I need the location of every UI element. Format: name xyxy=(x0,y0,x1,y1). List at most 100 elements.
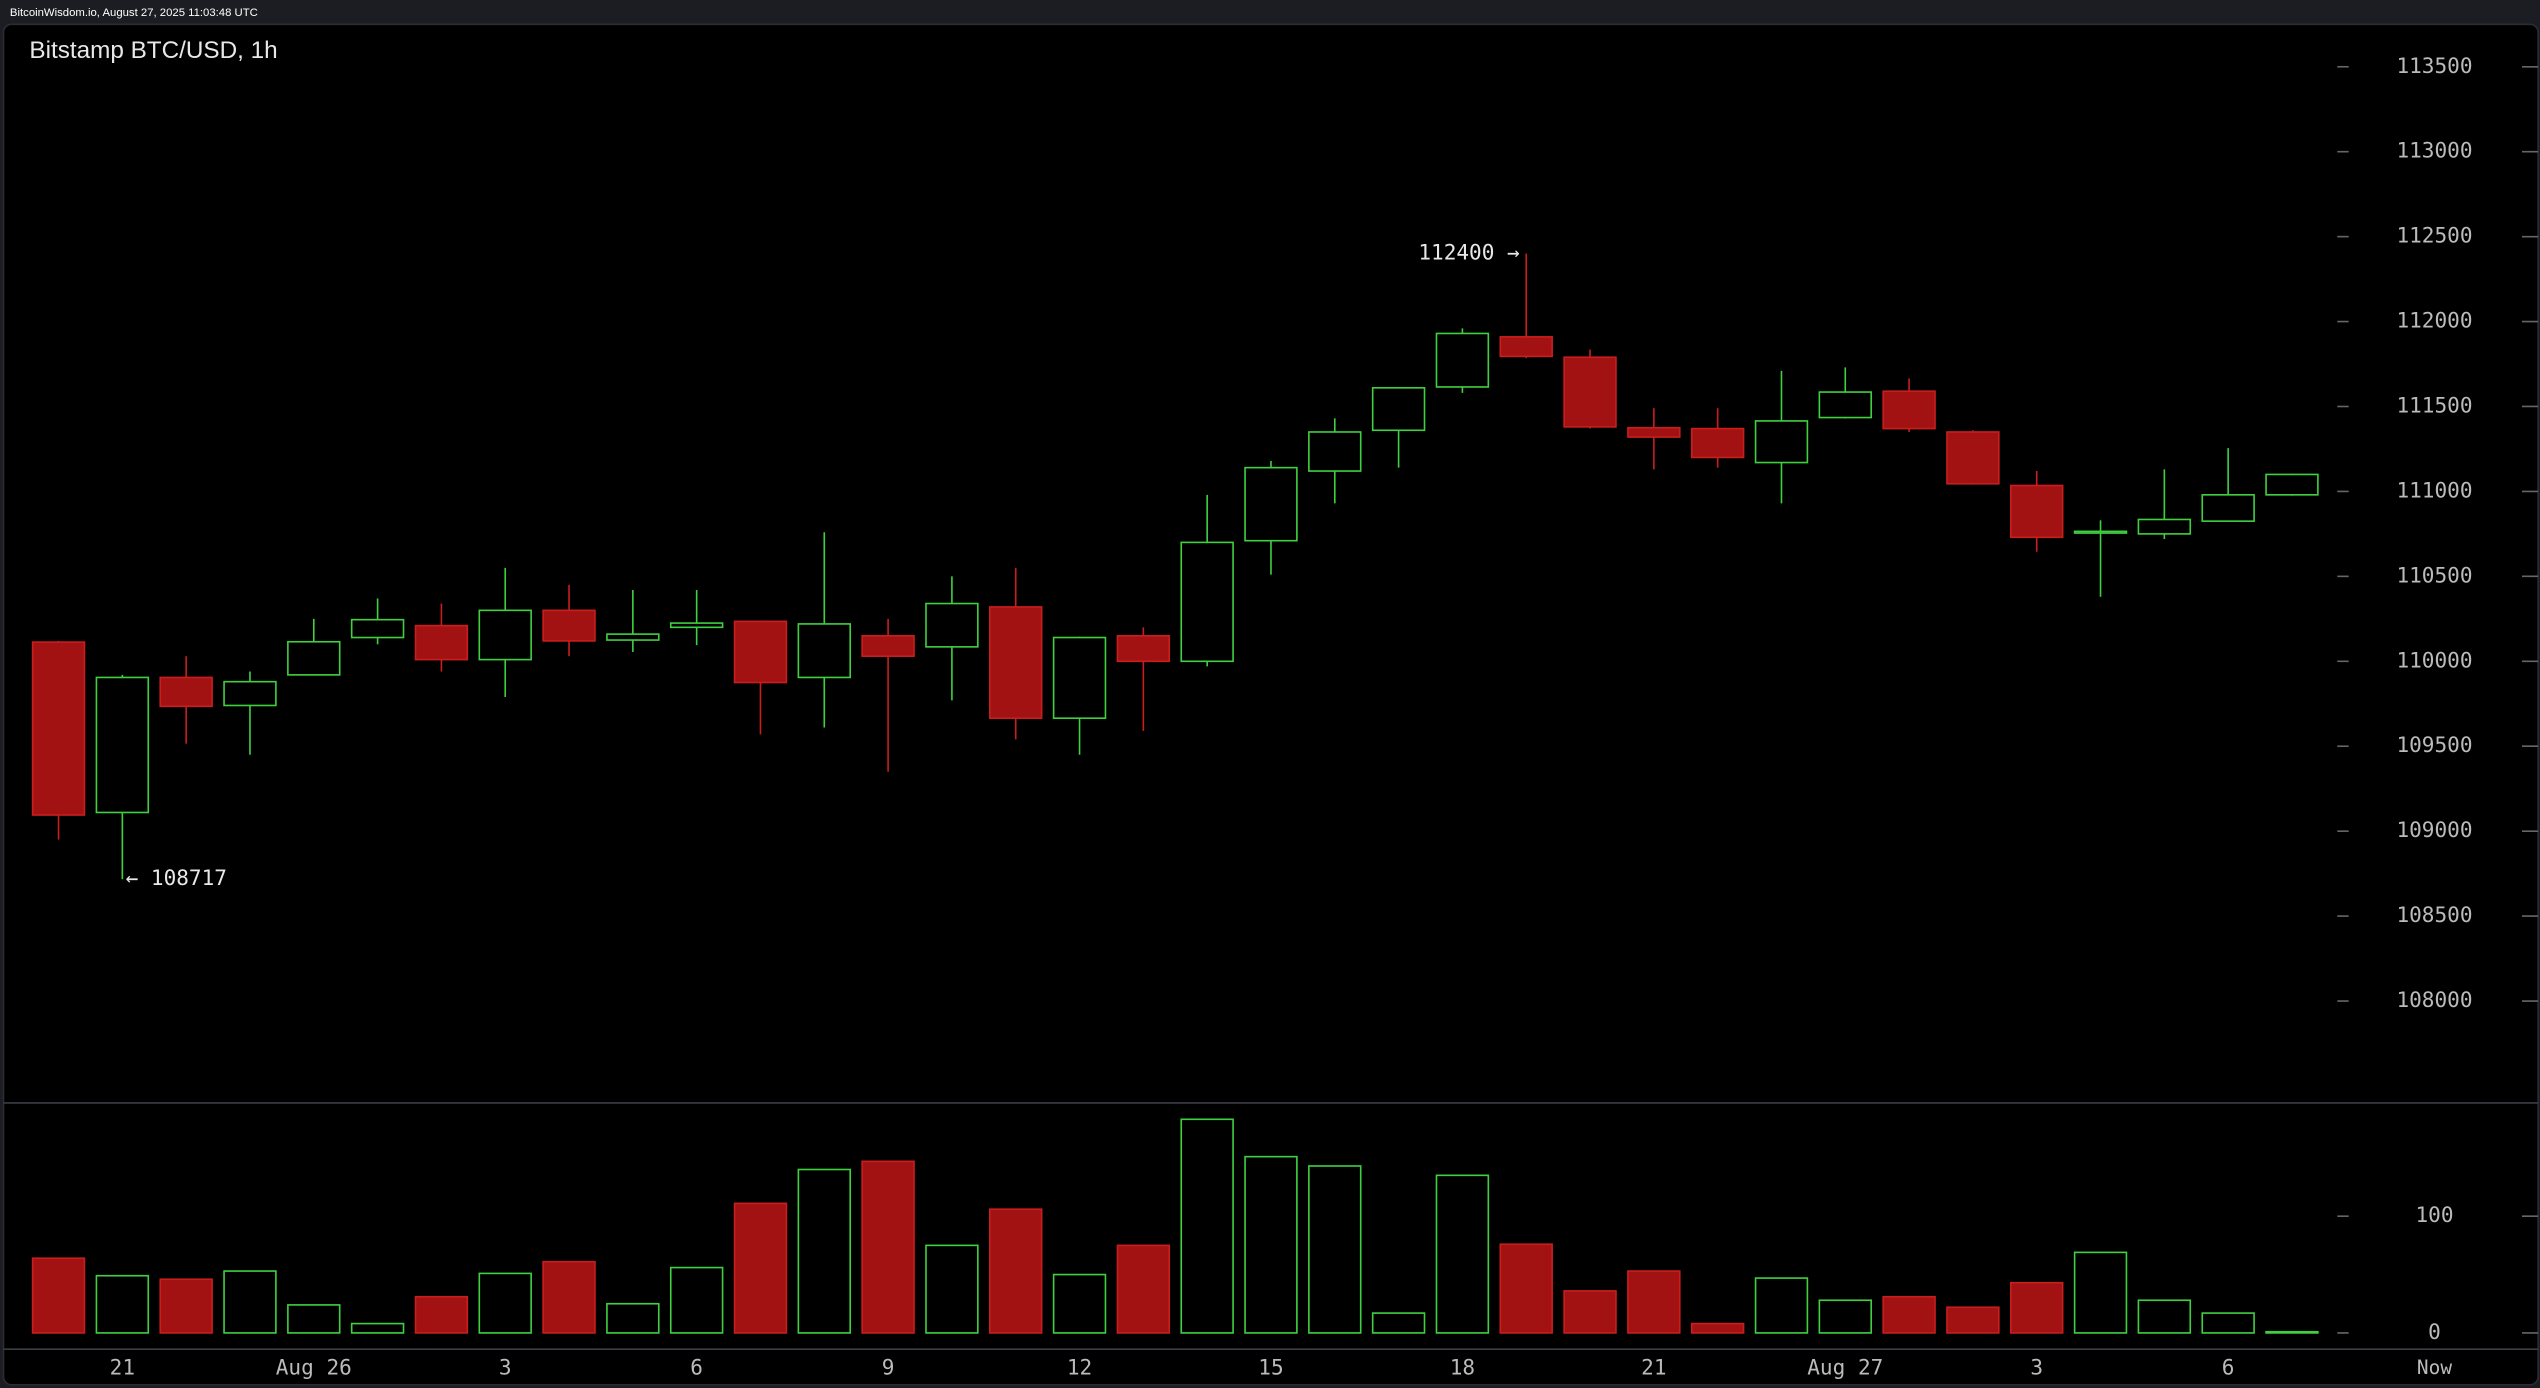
volume-bar xyxy=(2265,1330,2319,1334)
volume-bar xyxy=(542,1260,596,1334)
x-tick-label: 21 xyxy=(1641,1355,1666,1380)
volume-bar xyxy=(669,1266,724,1334)
candle-body xyxy=(925,602,979,648)
x-tick-label: 3 xyxy=(499,1355,512,1380)
volume-bar xyxy=(31,1257,86,1334)
candle-body xyxy=(1371,386,1426,432)
now-label: Now xyxy=(2417,1356,2452,1379)
candle-body xyxy=(669,622,724,629)
volume-bar xyxy=(350,1322,405,1334)
header-bar xyxy=(0,0,2540,25)
candle-body xyxy=(1946,431,2000,485)
y-tick-label: 112500 xyxy=(2396,223,2472,248)
candle-body xyxy=(287,640,341,676)
y-tick-label: 112000 xyxy=(2396,308,2472,333)
volume-bar xyxy=(1882,1295,1936,1334)
candle-body xyxy=(988,606,1043,720)
candle-body xyxy=(1627,426,1681,438)
volume-bar xyxy=(1754,1277,1809,1334)
x-tick-label: 15 xyxy=(1258,1355,1283,1380)
x-tick-label: 18 xyxy=(1450,1355,1475,1380)
volume-bar xyxy=(223,1270,277,1334)
volume-bar xyxy=(1244,1155,1298,1334)
candle-body xyxy=(1308,431,1362,472)
candle-body xyxy=(2201,494,2255,522)
candle-body xyxy=(542,609,596,642)
volume-bar xyxy=(287,1304,341,1334)
volume-bar xyxy=(478,1272,532,1334)
volume-tick-label: 0 xyxy=(2428,1319,2441,1344)
volume-bar xyxy=(2009,1281,2064,1334)
volume-bar xyxy=(1308,1165,1362,1334)
x-tick-label: Aug 26 xyxy=(276,1355,352,1380)
volume-bar xyxy=(925,1244,979,1334)
chart-panel xyxy=(2,23,2539,1386)
y-tick-label: 111000 xyxy=(2396,477,2472,502)
volume-bar xyxy=(797,1168,852,1334)
high-annotation: 112400 → xyxy=(1418,240,1519,265)
x-tick-label: 12 xyxy=(1067,1355,1092,1380)
volume-bar xyxy=(606,1302,660,1334)
low-annotation: ← 108717 xyxy=(126,865,227,890)
volume-bar xyxy=(1818,1299,1873,1334)
candle-body xyxy=(1882,390,1936,430)
x-tick-label: 3 xyxy=(2030,1355,2043,1380)
x-tick-label: Aug 27 xyxy=(1807,1355,1883,1380)
candle-body xyxy=(350,618,405,639)
candle-body xyxy=(606,633,660,641)
candle-body xyxy=(2265,473,2319,496)
volume-bar xyxy=(1052,1273,1107,1334)
volume-bar xyxy=(1180,1118,1234,1334)
volume-bar xyxy=(733,1202,788,1334)
volume-bar xyxy=(1690,1322,1745,1334)
x-tick-label: 6 xyxy=(2222,1355,2235,1380)
y-tick-label: 113000 xyxy=(2396,138,2472,163)
y-tick-label: 109000 xyxy=(2396,817,2472,842)
candle-body xyxy=(31,641,86,816)
candle-body xyxy=(159,676,213,708)
candle-body xyxy=(2137,518,2192,535)
x-tick-label: 9 xyxy=(882,1355,895,1380)
y-tick-label: 108500 xyxy=(2396,902,2472,927)
candle-body xyxy=(797,623,852,679)
candle-body xyxy=(95,676,150,814)
volume-bar xyxy=(1499,1243,1553,1334)
candle-body xyxy=(1116,635,1171,663)
volume-bar xyxy=(95,1274,150,1334)
volume-bar xyxy=(1435,1174,1490,1334)
volume-bar xyxy=(1371,1312,1426,1334)
chart-title: Bitstamp BTC/USD, 1h xyxy=(29,37,277,64)
candle-body xyxy=(2073,530,2128,534)
candle-body xyxy=(1818,391,1873,419)
y-tick-label: 110500 xyxy=(2396,562,2472,587)
volume-tick-label: 100 xyxy=(2415,1202,2453,1227)
volume-bar xyxy=(1627,1270,1681,1334)
candle-body xyxy=(861,635,915,658)
y-tick-label: 109500 xyxy=(2396,732,2472,757)
candle-body xyxy=(414,624,469,661)
candle-body xyxy=(478,609,532,661)
y-tick-label: 110000 xyxy=(2396,647,2472,672)
x-tick-label: 6 xyxy=(690,1355,703,1380)
candle-body xyxy=(1435,332,1490,388)
candle-body xyxy=(1499,336,1553,358)
volume-bar xyxy=(2073,1251,2128,1334)
candle-body xyxy=(1690,427,1745,459)
volume-bar xyxy=(861,1160,915,1334)
y-tick-label: 113500 xyxy=(2396,53,2472,78)
candle-body xyxy=(1244,466,1298,542)
volume-bar xyxy=(2137,1299,2192,1334)
header-text: BitcoinWisdom.io, August 27, 2025 11:03:… xyxy=(10,7,258,19)
y-tick-label: 111500 xyxy=(2396,392,2472,417)
volume-bar xyxy=(2201,1312,2255,1334)
x-tick-label: 21 xyxy=(110,1355,135,1380)
volume-bar xyxy=(1563,1290,1617,1334)
candle-body xyxy=(223,680,277,707)
y-tick-label: 108000 xyxy=(2396,987,2472,1012)
candle-body xyxy=(2009,484,2064,539)
candle-body xyxy=(1563,356,1617,428)
volume-bar xyxy=(414,1295,469,1334)
candle-body xyxy=(1052,636,1107,720)
